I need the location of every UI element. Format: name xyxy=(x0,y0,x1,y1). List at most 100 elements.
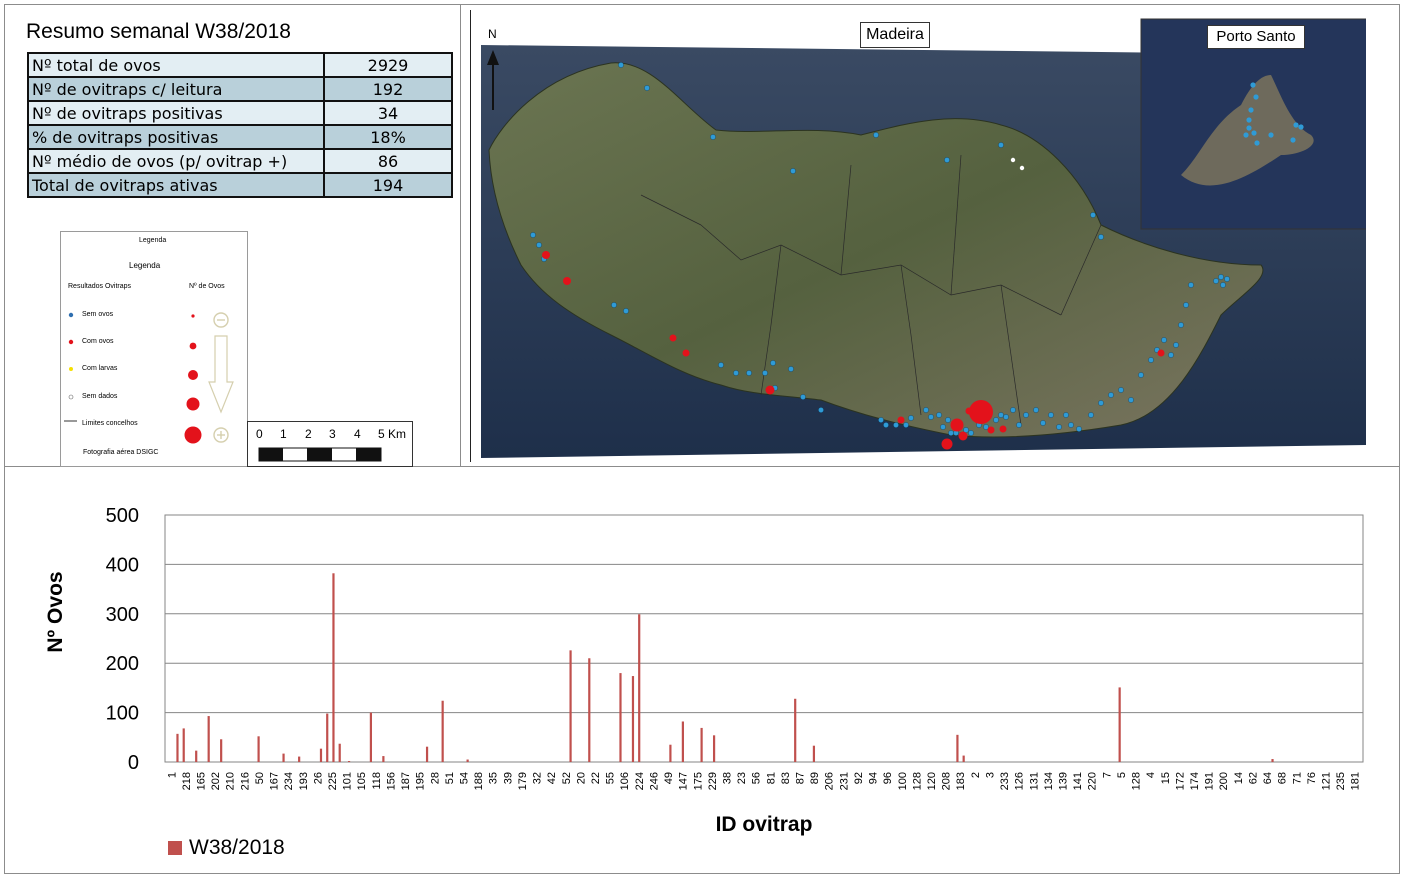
x-tick-label: 175 xyxy=(692,772,704,790)
x-tick-label: 68 xyxy=(1277,772,1289,784)
bar xyxy=(712,735,716,762)
scale-bar-graphic xyxy=(258,447,382,462)
x-tick-label: 200 xyxy=(1218,772,1230,790)
no-eggs-dot xyxy=(536,242,542,248)
boundary xyxy=(1060,224,1102,316)
x-tick-label: 183 xyxy=(955,772,967,790)
legend-photo-credit: Fotografia aérea DSIGC xyxy=(83,449,159,456)
summary-row: Nº de ovitraps c/ leitura 192 xyxy=(27,76,453,102)
x-tick-label: 181 xyxy=(1350,772,1362,790)
bar xyxy=(619,673,622,762)
legend-eggs-header: Nº de Ovos xyxy=(189,283,225,290)
x-tick-label: 195 xyxy=(415,772,427,790)
summary-value: 2929 xyxy=(323,52,453,78)
plus-icon xyxy=(213,427,229,443)
no-eggs-dot xyxy=(1003,414,1009,420)
x-tick-label: 56 xyxy=(751,772,763,784)
size-symbol-2 xyxy=(189,342,197,350)
no-eggs-dot xyxy=(993,417,999,423)
x-tick-label: 206 xyxy=(824,772,836,790)
no-eggs-dot xyxy=(968,430,974,436)
summary-row: Total de ovitraps ativas 194 xyxy=(27,172,453,198)
x-tick-label: 4 xyxy=(1145,772,1157,778)
boundary xyxy=(950,154,962,296)
bar xyxy=(220,739,223,762)
legend-item-com-ovos: Com ovos xyxy=(82,338,114,345)
x-tick-label: 105 xyxy=(356,772,368,790)
x-tick-label: 5 xyxy=(1116,772,1128,778)
vertical-divider xyxy=(460,5,461,466)
x-tick-label: 50 xyxy=(254,772,266,784)
y-tick-label: 200 xyxy=(106,653,139,675)
inset-dot xyxy=(1246,117,1252,123)
x-tick-label: 89 xyxy=(809,772,821,784)
no-eggs-dot xyxy=(940,424,946,430)
x-tick-label: 233 xyxy=(999,772,1011,790)
legend-results-header: Resultados Ovitraps xyxy=(68,283,132,290)
no-eggs-dot xyxy=(1023,412,1029,418)
figure-frame xyxy=(4,4,1400,874)
legend-title: Legenda xyxy=(129,261,161,270)
x-tick-label: 2 xyxy=(970,772,982,778)
bar xyxy=(681,721,684,762)
bar xyxy=(812,745,816,762)
x-tick-label: 62 xyxy=(1247,772,1259,784)
x-tick-label: 179 xyxy=(517,772,529,790)
inset-dot xyxy=(1298,124,1304,130)
no-eggs-dot xyxy=(644,85,650,91)
no-eggs-dot xyxy=(1090,212,1096,218)
no-eggs-dot xyxy=(1048,412,1054,418)
x-tick-label: 187 xyxy=(400,772,412,790)
legend-symbols xyxy=(64,312,234,444)
bar xyxy=(669,744,672,762)
with-eggs-dot xyxy=(1157,349,1165,357)
summary-value: 18% xyxy=(323,124,453,150)
x-tick-label: 231 xyxy=(838,772,850,790)
no-eggs-dot xyxy=(718,362,724,368)
summary-value: 34 xyxy=(323,100,453,126)
com-ovos-symbol xyxy=(68,339,74,345)
no-eggs-dot xyxy=(1178,322,1184,328)
bar xyxy=(298,756,301,762)
bar xyxy=(207,716,210,762)
with-eggs-dot xyxy=(897,416,905,424)
x-tick-label: 38 xyxy=(721,772,733,784)
x-tick-label: 3 xyxy=(984,772,996,778)
x-tick-label: 94 xyxy=(868,772,880,784)
with-eggs-dot xyxy=(941,438,953,450)
no-eggs-dot xyxy=(1224,276,1230,282)
y-tick-label: 300 xyxy=(106,604,139,626)
no-eggs-dot xyxy=(618,62,624,68)
no-eggs-dot xyxy=(1056,424,1062,430)
x-tick-label: 35 xyxy=(488,772,500,784)
summary-label: Total de ovitraps ativas xyxy=(27,172,325,198)
inset-dot xyxy=(1243,132,1249,138)
porto-santo-points xyxy=(1243,82,1304,146)
with-eggs-dot xyxy=(563,277,571,285)
no-data-point xyxy=(1019,165,1025,171)
scale-label: 4 xyxy=(354,427,361,441)
x-tick-label: 220 xyxy=(1087,772,1099,790)
sem-ovos-symbol xyxy=(68,312,74,318)
x-tick-label: 28 xyxy=(429,772,441,784)
x-tick-label: 51 xyxy=(444,772,456,784)
x-tick-label: 101 xyxy=(342,772,354,790)
no-eggs-dot xyxy=(733,370,739,376)
arrow-down-icon xyxy=(208,335,234,414)
scale-label: 0 xyxy=(256,427,263,441)
x-tick-label: 229 xyxy=(707,772,719,790)
summary-table: Nº total de ovos 2929 Nº de ovitraps c/ l… xyxy=(27,52,453,198)
summary-title: Resumo semanal W38/2018 xyxy=(26,20,291,43)
size-symbol-1 xyxy=(191,314,195,318)
no-eggs-dot xyxy=(903,422,909,428)
no-eggs-dot xyxy=(998,142,1004,148)
x-tick-label: 156 xyxy=(385,772,397,790)
no-eggs-dot xyxy=(998,412,1004,418)
x-tick-label: 7 xyxy=(1101,772,1113,778)
x-tick-label: 55 xyxy=(605,772,617,784)
no-eggs-dot xyxy=(762,370,768,376)
x-tick-label: 141 xyxy=(1072,772,1084,790)
no-eggs-dot xyxy=(770,360,776,366)
x-tick-label: 224 xyxy=(634,772,646,790)
bar xyxy=(332,573,335,762)
